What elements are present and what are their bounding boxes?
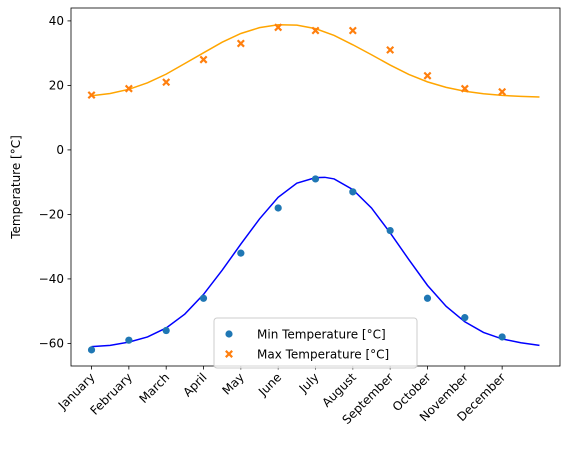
- min-temp-point: [311, 175, 320, 183]
- fit-line-max: [91, 24, 540, 98]
- max-temp-point: [498, 87, 507, 96]
- max-temp-point: [162, 78, 171, 87]
- legend: Min Temperature [°C] Max Temperature [°C]: [213, 317, 418, 369]
- max-temp-point: [311, 26, 320, 35]
- min-temp-point: [423, 294, 432, 302]
- max-temp-point: [423, 71, 432, 80]
- min-temp-point: [125, 336, 133, 344]
- y-tick-label: 40: [49, 14, 64, 28]
- legend-marker-max: [225, 350, 233, 358]
- y-tick-label: 20: [49, 79, 64, 93]
- y-tick-label: −40: [39, 272, 64, 286]
- max-temp-point: [348, 26, 357, 35]
- min-temp-point: [498, 333, 506, 341]
- plot-area: [87, 23, 540, 354]
- legend-marker-min: [225, 330, 233, 338]
- min-temp-point: [349, 188, 357, 196]
- y-tick-label: −20: [39, 208, 64, 222]
- min-temp-point: [386, 226, 394, 235]
- max-temp-point: [124, 84, 133, 93]
- x-tick-label: March: [137, 370, 173, 406]
- min-temp-point: [274, 204, 282, 212]
- max-temp-point: [386, 45, 395, 54]
- max-temp-point: [87, 91, 96, 100]
- y-tick-label: 0: [56, 143, 64, 157]
- min-temp-point: [461, 314, 469, 322]
- min-temp-point: [199, 294, 208, 302]
- max-temp-point: [274, 23, 283, 32]
- y-tick-label: −60: [39, 337, 64, 351]
- min-temp-point: [237, 249, 245, 257]
- legend-label: Min Temperature [°C]: [257, 327, 386, 341]
- max-temp-point: [460, 84, 469, 93]
- min-temp-point: [87, 346, 96, 354]
- legend-box: [213, 317, 418, 369]
- y-axis-label: Temperature [°C]: [9, 135, 23, 240]
- legend-label: Max Temperature [°C]: [257, 347, 389, 361]
- axes-frame: [70, 7, 561, 367]
- min-temp-point: [162, 326, 170, 335]
- x-tick-label: July: [296, 370, 322, 396]
- x-tick-label: May: [220, 370, 247, 397]
- max-temp-point: [236, 39, 245, 48]
- x-tick-label: June: [255, 370, 284, 399]
- x-tick-label: April: [180, 370, 209, 399]
- max-temp-point: [199, 55, 208, 64]
